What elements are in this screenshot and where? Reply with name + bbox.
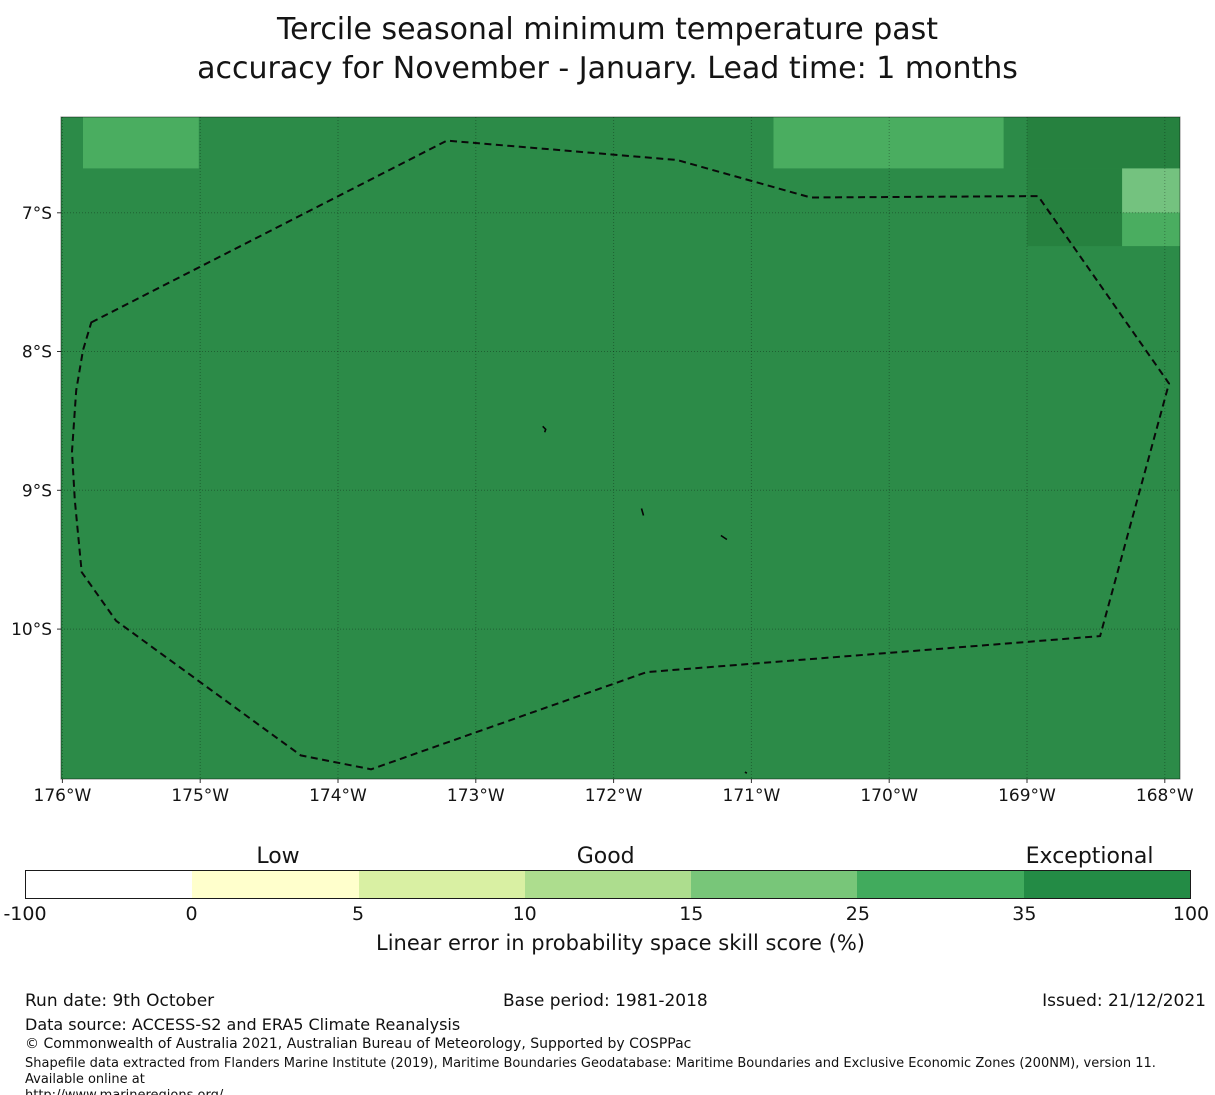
x-tick-label: 175°W	[171, 786, 229, 806]
colorbar-tick-label: 10	[512, 903, 537, 925]
cell-east-dark	[1027, 168, 1123, 247]
figure-title-line2: accuracy for November - January. Lead ti…	[197, 51, 1018, 86]
copyright-label: © Commonwealth of Australia 2021, Austra…	[25, 1036, 692, 1052]
cell-northwest	[83, 117, 199, 169]
data-source-label: Data source: ACCESS-S2 and ERA5 Climate …	[25, 1015, 461, 1034]
colorbar-segment-15-to-25	[691, 871, 858, 898]
colorbar-segment-25-to-35	[857, 871, 1024, 898]
cell-east-medium	[1122, 212, 1180, 247]
colorbar-tick-label: 15	[679, 903, 704, 925]
x-tick-label: 172°W	[585, 786, 643, 806]
x-tick-label: 171°W	[723, 786, 781, 806]
figure-title: Tercile seasonal minimum temperature pas…	[0, 10, 1215, 88]
island-mark	[542, 425, 547, 433]
island-mark	[744, 771, 748, 774]
y-tick-label: 10°S	[11, 620, 52, 640]
cell-north-middle	[773, 117, 1004, 169]
colorbar-category-low: Low	[256, 844, 300, 869]
colorbar-tick-label: 0	[185, 903, 198, 925]
colorbar	[25, 870, 1191, 899]
x-tick-label: 174°W	[309, 786, 367, 806]
colorbar-tick-label: 5	[352, 903, 365, 925]
colorbar-axis-label: Linear error in probability space skill …	[376, 931, 865, 955]
shapefile-attribution-line2: http://www.marineregions.org/.	[25, 1088, 1211, 1095]
colorbar-segment--100-to-0	[26, 871, 193, 898]
colorbar-category-good: Good	[576, 844, 635, 869]
cell-east-light	[1122, 168, 1180, 213]
skill-map: 176°W 175°W 174°W 173°W 172°W 171°W 170°W 169°W…	[11, 116, 1194, 806]
island-mark	[720, 534, 728, 541]
colorbar-segment-10-to-15	[524, 871, 692, 898]
colorbar-tick-label: 25	[845, 903, 870, 925]
y-tick-label: 9°S	[22, 481, 52, 501]
y-tick-label: 7°S	[22, 204, 52, 224]
colorbar-category-exceptional: Exceptional	[1025, 844, 1154, 869]
cell-northeast-dark	[1027, 117, 1180, 169]
colorbar-segment-5-to-10	[358, 871, 525, 898]
shapefile-attribution: Shapefile data extracted from Flanders M…	[25, 1056, 1211, 1095]
x-tick-label: 176°W	[34, 786, 92, 806]
x-tick-label: 170°W	[860, 786, 918, 806]
colorbar-tick-label: 100	[1172, 903, 1210, 925]
eez-boundary-dashed	[70, 139, 1171, 771]
colorbar-tick-label: -100	[3, 903, 47, 925]
island-mark	[640, 508, 645, 516]
colorbar-segment-0-to-5	[192, 871, 359, 898]
map-frame	[60, 116, 1181, 780]
x-tick-label: 168°W	[1136, 786, 1194, 806]
x-tick-label: 173°W	[447, 786, 505, 806]
base-period-label: Base period: 1981-2018	[503, 991, 708, 1011]
run-date-label: Run date: 9th October	[25, 991, 215, 1011]
y-tick-label: 8°S	[22, 343, 52, 363]
shapefile-attribution-line1: Shapefile data extracted from Flanders M…	[25, 1056, 1156, 1087]
x-tick-label: 169°W	[998, 786, 1056, 806]
colorbar-segment-35-to-100	[1023, 871, 1190, 898]
issued-date-label: Issued: 21/12/2021	[1042, 991, 1206, 1011]
colorbar-tick-label: 35	[1012, 903, 1037, 925]
map-ocean-background	[61, 117, 1180, 779]
figure-title-line1: Tercile seasonal minimum temperature pas…	[276, 12, 939, 47]
